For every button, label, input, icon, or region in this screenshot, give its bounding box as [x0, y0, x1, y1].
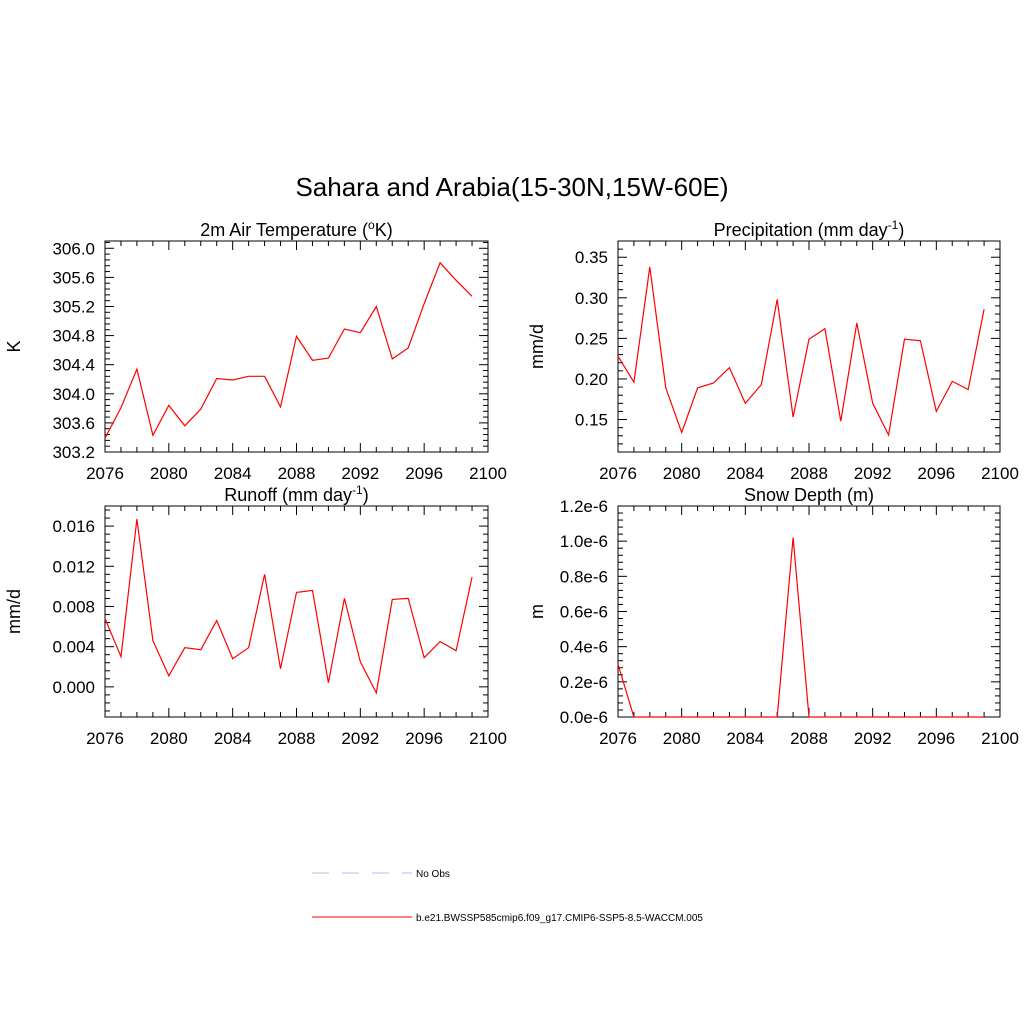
panel-3: 2076 2080 2084 2088 2092 2096 2100 0.000 0.004 0.… — [4, 483, 507, 748]
y-tick-label: 304.8 — [52, 327, 95, 346]
x-tick-label: 2080 — [663, 464, 701, 483]
y-tick-label: 303.2 — [52, 443, 95, 462]
x-tick-label: 2096 — [917, 729, 955, 748]
panel-4: 2076 2080 2084 2088 2092 2096 2100 0.0e-6 0.2e-6… — [527, 485, 1019, 748]
panel-1: 2076 2080 2084 2088 2092 2096 2100 303.2 303.6 30… — [4, 218, 507, 483]
x-tick-label: 2088 — [790, 464, 828, 483]
panel-2: 2076 2080 2084 2088 2092 2096 2100 0.15 0.20 0.25… — [527, 218, 1019, 483]
x-tick-label: 2080 — [150, 464, 188, 483]
x-tick-label: 2100 — [981, 464, 1019, 483]
y-tick-label: 305.6 — [52, 268, 95, 287]
series-line — [617, 266, 985, 437]
x-tick-label: 2088 — [790, 729, 828, 748]
panel-title: Snow Depth (m) — [744, 485, 874, 505]
panel-title: Runoff (mm day-1) — [224, 483, 368, 505]
plot-frame — [104, 240, 489, 453]
x-tick-label: 2080 — [150, 729, 188, 748]
y-tick-label: 0.15 — [575, 411, 608, 430]
y-tick-label: 306.0 — [52, 239, 95, 258]
y-tick-label: 0.012 — [52, 557, 95, 576]
x-tick-label: 2076 — [86, 729, 124, 748]
x-tick-label: 2084 — [726, 464, 764, 483]
x-tick-label: 2092 — [341, 729, 379, 748]
y-tick-label: 0.016 — [52, 517, 95, 536]
legend-label: No Obs — [416, 869, 450, 880]
y-tick-label: 0.008 — [52, 597, 95, 616]
y-tick-label: 0.0e-6 — [560, 708, 608, 727]
x-tick-label: 2096 — [405, 464, 443, 483]
y-tick-label: 305.2 — [52, 297, 95, 316]
plot-frame — [104, 505, 489, 718]
x-tick-label: 2076 — [86, 464, 124, 483]
panel-title: Precipitation (mm day-1) — [714, 218, 905, 240]
x-tick-label: 2088 — [278, 464, 316, 483]
y-tick-label: 303.6 — [52, 414, 95, 433]
x-tick-label: 2100 — [981, 729, 1019, 748]
x-tick-label: 2084 — [214, 729, 252, 748]
y-tick-label: 0.25 — [575, 329, 608, 348]
panels: 2076 2080 2084 2088 2092 2096 2100 303.2 303.6 30… — [4, 218, 1019, 748]
plot-frame — [617, 240, 1001, 453]
x-tick-label: 2080 — [663, 729, 701, 748]
legend-label: b.e21.BWSSP585cmip6.f09_g17.CMIP6-SSP5-8… — [416, 913, 703, 924]
y-tick-label: 0.35 — [575, 248, 608, 267]
x-tick-label: 2076 — [599, 729, 637, 748]
x-tick-label: 2088 — [278, 729, 316, 748]
series-line — [104, 519, 473, 695]
legend: No Obs b.e21.BWSSP585cmip6.f09_g17.CMIP6-… — [312, 869, 703, 924]
figure-title: Sahara and Arabia(15-30N,15W-60E) — [295, 172, 728, 202]
x-tick-label: 2092 — [854, 464, 892, 483]
y-tick-label: 1.0e-6 — [560, 532, 608, 551]
x-tick-label: 2100 — [469, 464, 507, 483]
panel-title: 2m Air Temperature (oK) — [200, 218, 392, 240]
series-line — [104, 261, 473, 439]
x-tick-label: 2096 — [917, 464, 955, 483]
x-tick-label: 2092 — [341, 464, 379, 483]
x-tick-label: 2096 — [405, 729, 443, 748]
y-axis-label: mm/d — [527, 324, 547, 369]
y-axis-label: K — [4, 340, 24, 352]
y-tick-label: 1.2e-6 — [560, 497, 608, 516]
x-tick-label: 2076 — [599, 464, 637, 483]
x-tick-label: 2084 — [214, 464, 252, 483]
y-tick-label: 0.4e-6 — [560, 638, 608, 657]
y-tick-label: 0.004 — [52, 638, 95, 657]
y-tick-label: 304.0 — [52, 385, 95, 404]
y-tick-label: 0.8e-6 — [560, 567, 608, 586]
y-tick-label: 0.6e-6 — [560, 603, 608, 622]
series-line — [617, 537, 985, 718]
x-tick-label: 2084 — [726, 729, 764, 748]
x-tick-label: 2092 — [854, 729, 892, 748]
y-tick-label: 0.000 — [52, 678, 95, 697]
y-tick-label: 0.20 — [575, 370, 608, 389]
y-tick-label: 0.2e-6 — [560, 673, 608, 692]
y-tick-label: 304.4 — [52, 356, 95, 375]
y-tick-label: 0.30 — [575, 289, 608, 308]
y-axis-label: m — [527, 604, 547, 619]
plot-frame — [617, 505, 1001, 718]
x-tick-label: 2100 — [469, 729, 507, 748]
y-axis-label: mm/d — [4, 589, 24, 634]
